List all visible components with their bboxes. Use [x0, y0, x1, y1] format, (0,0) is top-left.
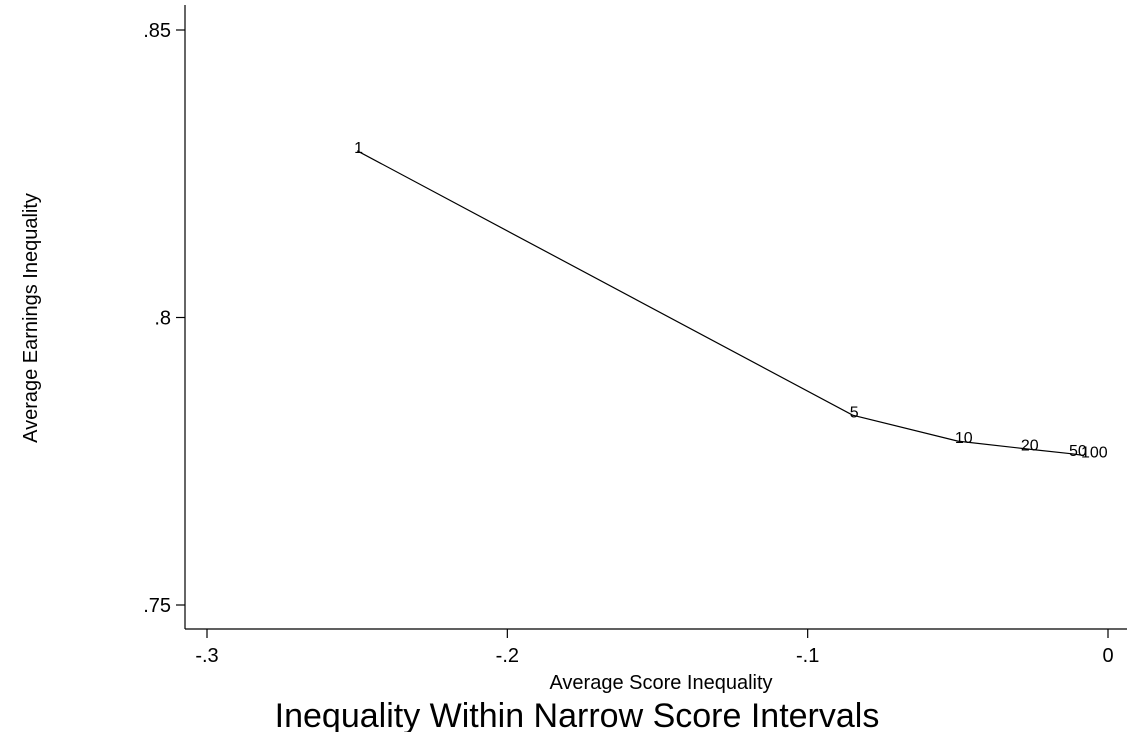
y-tick-label: .75 [143, 595, 171, 617]
point-label: 50 [1069, 443, 1087, 460]
series-line [356, 150, 1085, 457]
point-label: 1 [354, 140, 363, 157]
x-tick-label: -.2 [496, 645, 519, 667]
point-label: 10 [955, 430, 973, 447]
y-axis-title: Average Earnings Inequality [20, 193, 42, 443]
y-tick-label: .85 [143, 20, 171, 42]
x-tick-label: 0 [1102, 645, 1113, 667]
chart-caption: Inequality Within Narrow Score Intervals [275, 697, 880, 732]
series-layer [356, 150, 1085, 457]
point-label: 100 [1081, 445, 1108, 462]
x-axis-title: Average Score Inequality [549, 672, 772, 694]
y-tick-label: .8 [154, 308, 171, 330]
x-tick-label: -.3 [195, 645, 218, 667]
x-tick-label: -.1 [796, 645, 819, 667]
y-axis: .75 .8 .85 [143, 5, 186, 629]
x-axis: -.3 -.2 -.1 0 [185, 628, 1127, 667]
point-label: 5 [850, 404, 859, 421]
point-label: 20 [1021, 438, 1039, 455]
